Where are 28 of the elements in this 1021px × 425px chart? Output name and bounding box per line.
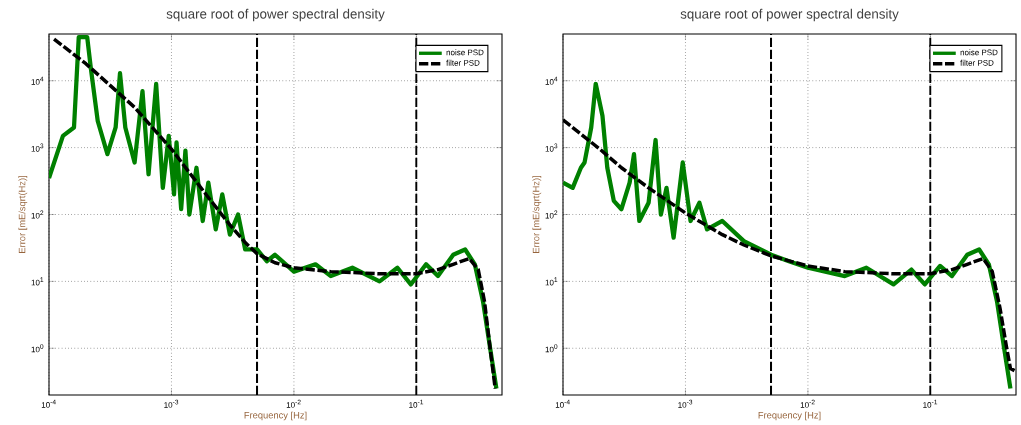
x-tick-label: 10$^{-2}$ (286, 399, 301, 408)
y-axis-title: Error [mE/sqrt(Hz)] (18, 176, 28, 253)
y-tick-label: 10$^{2}$ (545, 210, 558, 219)
x-tick-label: 10$^{-1}$ (409, 399, 424, 408)
y-tick-label: 10$^{1}$ (31, 277, 44, 286)
y-tick-label: 10$^{3}$ (31, 143, 44, 152)
x-tick-label: 10$^{-3}$ (678, 399, 693, 408)
y-tick-label: 10$^{0}$ (31, 344, 44, 353)
x-tick-label: 10$^{-4}$ (555, 399, 570, 408)
legend-label: noise PSD (446, 49, 484, 56)
legend-label: noise PSD (960, 49, 998, 56)
y-tick-label: 10$^{0}$ (545, 344, 558, 353)
legend-label: filter PSD (446, 59, 480, 66)
chart-title: square root of power spectral density (680, 8, 899, 22)
x-tick-label: 10$^{-3}$ (164, 399, 179, 408)
x-tick-label: 10$^{-2}$ (800, 399, 815, 408)
x-axis-title: Frequency [Hz] (244, 411, 307, 421)
x-axis-title: Frequency [Hz] (758, 411, 821, 421)
chart-title: square root of power spectral density (166, 8, 385, 22)
legend-label: filter PSD (960, 59, 994, 66)
x-tick-label: 10$^{-4}$ (41, 399, 56, 408)
y-tick-label: 10$^{1}$ (545, 277, 558, 286)
x-tick-label: 10$^{-1}$ (923, 399, 938, 408)
y-tick-label: 10$^{4}$ (31, 76, 44, 85)
y-tick-label: 10$^{2}$ (31, 210, 44, 219)
y-tick-label: 10$^{3}$ (545, 143, 558, 152)
y-axis-title: Error [mE/sqrt(Hz)] (532, 176, 542, 253)
y-tick-label: 10$^{4}$ (545, 76, 558, 85)
